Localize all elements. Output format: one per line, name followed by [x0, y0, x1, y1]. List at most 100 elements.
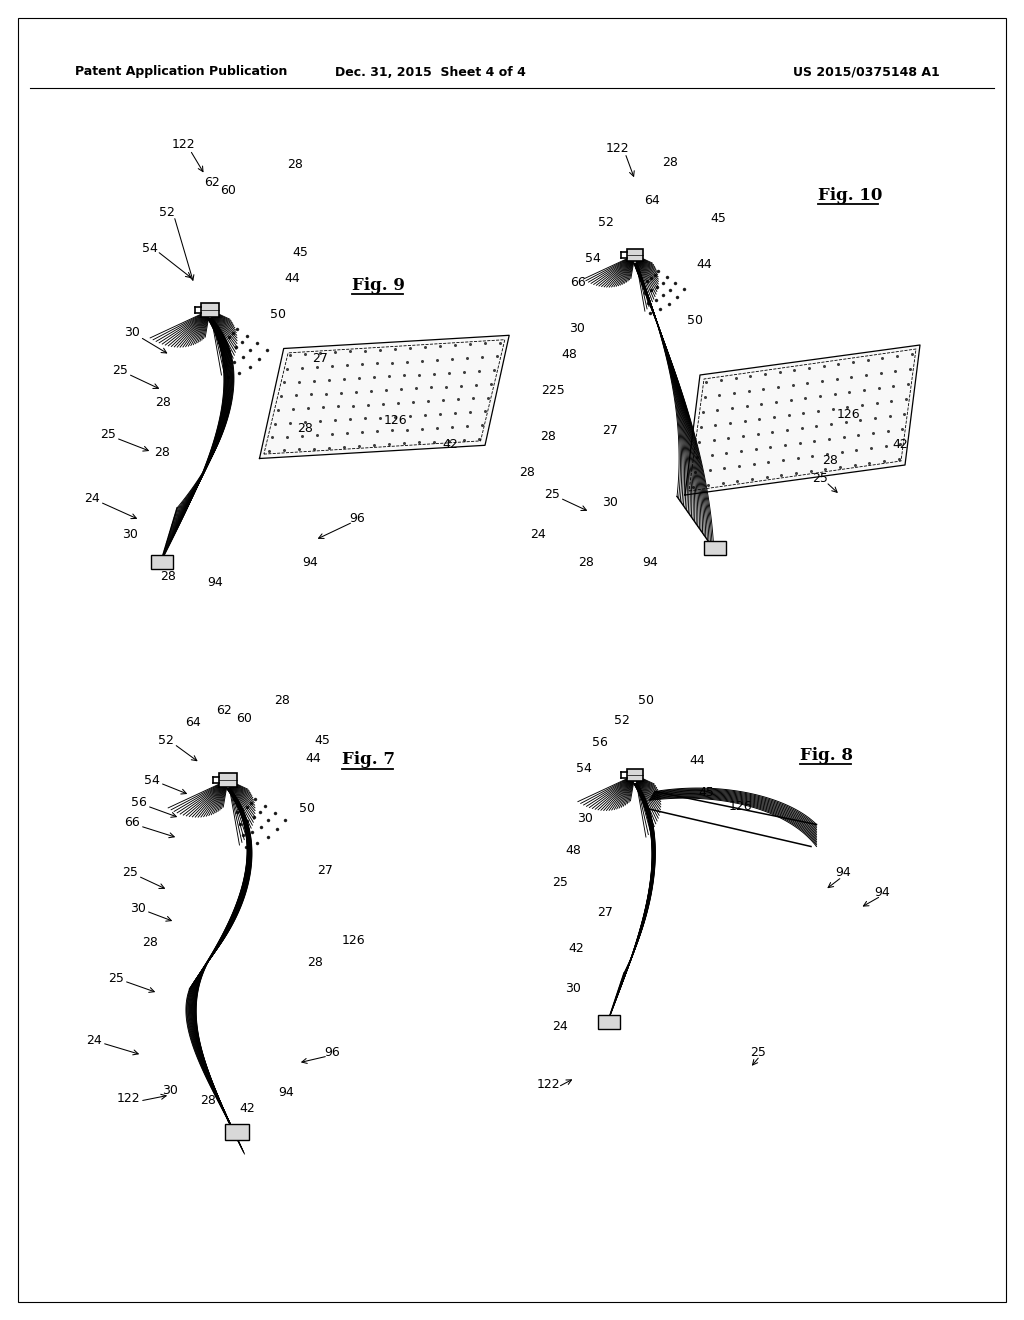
Text: 24: 24	[530, 528, 546, 541]
Text: 96: 96	[349, 511, 365, 524]
Text: 28: 28	[297, 421, 313, 434]
Text: 94: 94	[874, 886, 890, 899]
Text: 52: 52	[159, 206, 175, 219]
Text: 48: 48	[565, 843, 581, 857]
Text: 24: 24	[84, 491, 100, 504]
Text: 25: 25	[812, 471, 828, 484]
Text: 25: 25	[109, 972, 124, 985]
Text: 122: 122	[116, 1092, 140, 1105]
Text: 44: 44	[696, 259, 712, 272]
Text: 66: 66	[124, 817, 140, 829]
Text: 42: 42	[568, 941, 584, 954]
Text: 54: 54	[585, 252, 601, 264]
Bar	[627, 249, 643, 261]
Bar	[151, 554, 172, 569]
Text: 45: 45	[710, 211, 726, 224]
Bar	[201, 304, 219, 317]
Text: 25: 25	[122, 866, 138, 879]
Text: 28: 28	[155, 396, 171, 409]
Bar	[219, 774, 237, 787]
Text: 62: 62	[204, 177, 220, 190]
Text: 122: 122	[537, 1078, 560, 1092]
Text: 60: 60	[237, 711, 252, 725]
Text: 52: 52	[614, 714, 630, 726]
Text: 25: 25	[552, 876, 568, 890]
Polygon shape	[259, 335, 509, 458]
Text: 27: 27	[597, 906, 613, 919]
Text: 27: 27	[317, 863, 333, 876]
Text: 60: 60	[220, 183, 236, 197]
Text: US 2015/0375148 A1: US 2015/0375148 A1	[794, 66, 940, 78]
Text: 94: 94	[207, 577, 223, 590]
Text: 28: 28	[822, 454, 838, 466]
Text: 122: 122	[605, 141, 629, 154]
Bar	[627, 770, 643, 781]
Text: 94: 94	[836, 866, 851, 879]
Text: 42: 42	[240, 1101, 255, 1114]
Text: 25: 25	[100, 429, 116, 441]
Text: 122: 122	[171, 139, 195, 152]
Text: 64: 64	[185, 715, 201, 729]
Bar	[703, 541, 726, 554]
Text: Patent Application Publication: Patent Application Publication	[75, 66, 288, 78]
Text: 30: 30	[569, 322, 585, 334]
Text: 28: 28	[274, 693, 290, 706]
Text: 28: 28	[663, 156, 678, 169]
Text: 30: 30	[124, 326, 140, 339]
Text: 45: 45	[314, 734, 330, 747]
Text: 30: 30	[130, 902, 146, 915]
Text: 42: 42	[892, 438, 908, 451]
Text: 126: 126	[728, 800, 752, 813]
Text: 28: 28	[142, 936, 158, 949]
Text: 27: 27	[602, 424, 617, 437]
Text: 54: 54	[577, 762, 592, 775]
Text: 44: 44	[305, 751, 321, 764]
Text: 28: 28	[540, 430, 556, 444]
Text: 25: 25	[750, 1047, 766, 1060]
Text: 30: 30	[578, 812, 593, 825]
Text: 126: 126	[383, 413, 407, 426]
Text: 30: 30	[602, 495, 617, 508]
Text: 54: 54	[142, 242, 158, 255]
Text: 30: 30	[162, 1084, 178, 1097]
Text: 25: 25	[544, 488, 560, 502]
Text: 66: 66	[570, 276, 586, 289]
Text: 28: 28	[160, 570, 176, 583]
Text: 94: 94	[279, 1085, 294, 1098]
Text: 94: 94	[642, 556, 657, 569]
Text: 24: 24	[86, 1034, 101, 1047]
Text: 56: 56	[131, 796, 146, 809]
Text: 50: 50	[299, 801, 315, 814]
Text: 24: 24	[552, 1020, 568, 1034]
Text: 225: 225	[541, 384, 565, 396]
Text: 126: 126	[837, 408, 860, 421]
Text: 96: 96	[325, 1047, 340, 1060]
Text: 28: 28	[579, 556, 594, 569]
Text: 30: 30	[565, 982, 581, 994]
Text: 62: 62	[216, 704, 231, 717]
Text: Fig. 9: Fig. 9	[352, 276, 404, 293]
Text: 94: 94	[302, 557, 317, 569]
Text: 30: 30	[122, 528, 138, 541]
Text: 50: 50	[270, 309, 286, 322]
Text: 64: 64	[644, 194, 659, 206]
Text: 48: 48	[561, 348, 577, 362]
Text: 25: 25	[112, 363, 128, 376]
Bar	[224, 1125, 249, 1139]
Text: 45: 45	[698, 787, 714, 800]
Text: 50: 50	[638, 693, 654, 706]
Text: 44: 44	[689, 754, 705, 767]
Text: 42: 42	[442, 438, 458, 451]
Text: 28: 28	[519, 466, 535, 479]
Text: 45: 45	[292, 246, 308, 259]
Polygon shape	[685, 345, 920, 495]
Text: 44: 44	[284, 272, 300, 285]
Text: Fig. 8: Fig. 8	[800, 747, 853, 763]
Text: 28: 28	[307, 957, 323, 969]
Bar	[597, 1015, 620, 1028]
Text: 50: 50	[687, 314, 703, 326]
Text: 28: 28	[200, 1093, 216, 1106]
Text: 52: 52	[598, 215, 614, 228]
Text: Dec. 31, 2015  Sheet 4 of 4: Dec. 31, 2015 Sheet 4 of 4	[335, 66, 525, 78]
Text: Fig. 10: Fig. 10	[818, 186, 883, 203]
